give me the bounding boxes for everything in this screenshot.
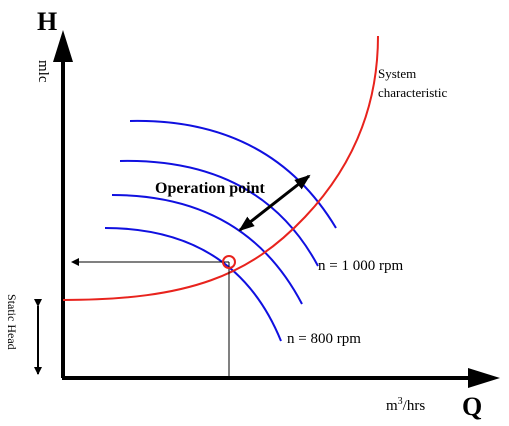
pump-curve-3 [111, 194, 303, 305]
static-head-label: Static Head [5, 294, 19, 350]
system-curve-label-line2: characteristic [378, 85, 448, 100]
y-axis-unit: mlc [35, 60, 51, 83]
operation-point-marker [222, 255, 236, 269]
operation-point-label: Operation point [155, 180, 265, 197]
x-axis-unit: m3/hrs [386, 396, 425, 414]
x-axis-arrowhead [468, 368, 500, 388]
pump-curve-4 [104, 227, 282, 342]
x-axis-symbol: Q [462, 392, 482, 421]
speed-label-1000rpm: n = 1 000 rpm [318, 258, 403, 274]
y-axis-arrowhead [53, 30, 73, 62]
speed-label-800rpm: n = 800 rpm [287, 331, 361, 347]
pump-curve-1 [129, 119, 337, 229]
pump-curve-2 [119, 159, 319, 267]
operation-range-double-arrow [238, 174, 311, 232]
system-curve-label-line1: System [378, 66, 416, 81]
y-axis-symbol: H [37, 7, 57, 36]
